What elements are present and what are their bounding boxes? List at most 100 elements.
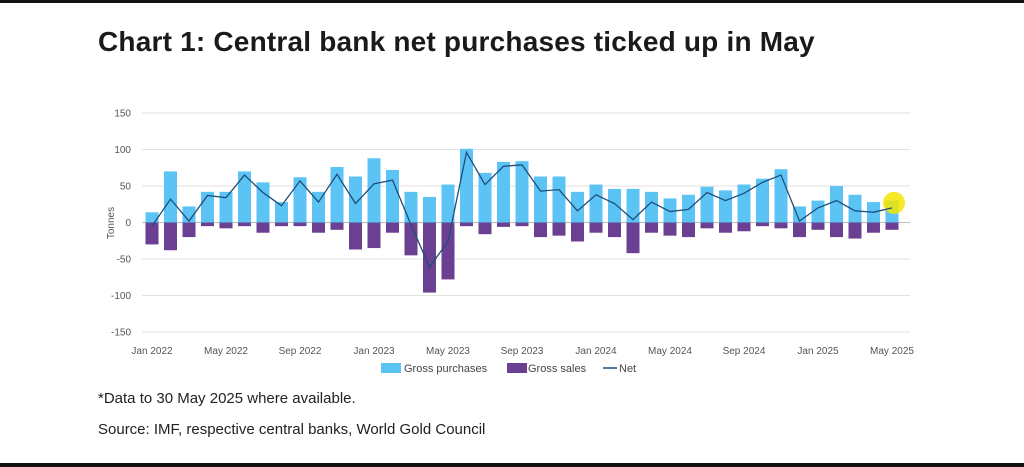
bar-gross-sales [848,222,862,239]
bar-gross-sales [478,222,492,235]
bar-gross-purchases [182,206,196,223]
y-tick-label: 100 [114,145,131,156]
bar-gross-purchases [256,182,270,223]
chart-title: Chart 1: Central bank net purchases tick… [98,26,815,57]
bar-gross-sales [589,222,603,233]
bar-gross-sales [404,222,418,256]
bar-gross-purchases [164,171,177,223]
bar-gross-sales [367,222,381,249]
x-tick-label: Sep 2024 [723,346,766,357]
footnote: *Data to 30 May 2025 where available. [98,390,356,407]
bar-gross-sales [219,222,233,229]
y-tick-label: -100 [111,291,131,302]
bar-gross-sales [423,222,436,293]
legend-label-gross-purchases: Gross purchases [404,363,488,375]
bar-gross-purchases [219,191,233,223]
y-tick-label: 0 [125,218,131,229]
bar-gross-sales [774,222,788,229]
bar-gross-purchases [756,178,769,223]
bar-gross-purchases [645,191,658,223]
bar-gross-purchases [145,212,159,223]
bar-gross-sales [552,222,566,236]
bottom-border [0,463,1024,467]
x-tick-label: Jan 2025 [797,346,839,357]
bar-gross-purchases [275,202,288,223]
bar-gross-sales [238,222,251,227]
source-note: Source: IMF, respective central banks, W… [98,421,486,438]
bar-gross-sales [386,222,399,233]
y-axis-ticks: 150 100 50 0 -50 -100 -150 [111,109,131,339]
bar-gross-purchases [293,177,307,223]
bar-gross-sales [793,222,806,238]
x-axis-ticks: Jan 2022 May 2022 Sep 2022 Jan 2023 May 2023… [131,346,914,357]
legend-swatch-gross-purchases [381,363,401,373]
x-tick-label: Jan 2024 [575,346,617,357]
bar-gross-purchases [312,191,325,223]
bar-gross-purchases [497,161,510,223]
x-tick-label: May 2024 [648,346,692,357]
bar-gross-sales [515,222,529,227]
bar-gross-purchases [386,169,399,223]
bar-gross-purchases [478,172,492,223]
bar-gross-sales [256,222,270,233]
x-tick-label: May 2025 [870,346,914,357]
bar-gross-sales [312,222,325,233]
x-tick-label: May 2023 [426,346,470,357]
bar-gross-sales [534,222,547,238]
legend-swatch-gross-sales [507,363,527,373]
bar-gross-sales [700,222,714,229]
bar-gross-sales [645,222,658,233]
net-line [151,150,893,269]
x-tick-label: Jan 2023 [353,346,395,357]
y-tick-label: 150 [114,109,131,120]
bar-gross-purchases [848,194,862,223]
x-tick-label: Jan 2022 [131,346,173,357]
legend-label-gross-sales: Gross sales [528,363,587,375]
bar-gross-sales [201,222,214,227]
bar-gross-purchases [571,191,584,223]
net-line-last-segment [873,207,893,213]
bar-gross-purchases [626,188,640,223]
bar-gross-purchases [515,161,529,223]
bar-gross-sales [719,222,732,233]
legend-label-net: Net [619,363,636,375]
bar-gross-purchases [423,196,436,223]
bar-gross-purchases [552,176,566,223]
y-axis-label: Tonnes [106,207,117,239]
chart-area: 150 100 50 0 -50 -100 -150 Tonnes Jan 2022 May … [106,109,914,376]
y-tick-label: 50 [120,182,132,193]
top-border [0,0,1024,3]
bar-gross-purchases [404,191,418,223]
bar-gross-sales [608,222,621,238]
bar-gross-sales [275,222,288,227]
bar-gross-sales [885,222,899,230]
bar-gross-purchases [608,188,621,223]
bar-gross-sales [663,222,677,236]
bar-gross-purchases [719,190,732,223]
bar-gross-sales [164,222,177,251]
bar-gross-purchases [589,184,603,223]
bar-gross-sales [460,222,473,227]
bar-gross-sales [737,222,751,232]
bar-gross-purchases [330,167,344,223]
bar-gross-purchases [441,184,455,223]
bar-gross-purchases [238,171,251,223]
x-tick-label: May 2022 [204,346,248,357]
bar-gross-sales [756,222,769,227]
bar-gross-sales [441,222,455,280]
bar-gross-sales [626,222,640,254]
bar-gross-sales [182,222,196,238]
bar-gross-sales [811,222,825,230]
bar-gross-purchases [830,186,843,223]
bar-gross-sales [830,222,843,238]
latest-point-highlight [883,191,905,214]
bar-gross-sales [571,222,584,242]
bar-gross-sales [497,222,510,227]
y-tick-label: -50 [117,255,132,266]
bar-gross-purchases [367,158,381,223]
net-series [151,150,905,269]
x-tick-label: Sep 2023 [501,346,544,357]
legend: Gross purchases Gross sales Net [381,363,636,375]
bar-gross-purchases [534,176,547,223]
bar-gross-sales [145,222,159,245]
